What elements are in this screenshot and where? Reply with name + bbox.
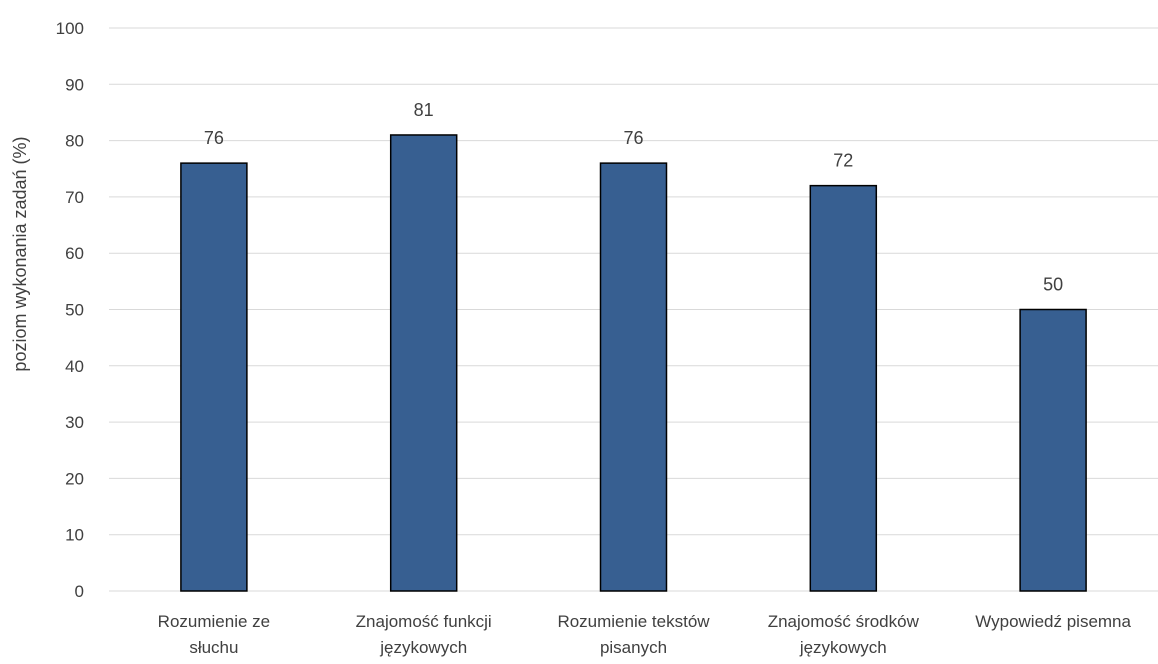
- bar: [1019, 308, 1087, 592]
- bars: [180, 134, 1087, 592]
- y-tick-label: 0: [75, 582, 84, 601]
- bar: [599, 162, 668, 592]
- data-label: 76: [204, 128, 224, 148]
- bar: [180, 162, 248, 592]
- y-tick-label: 10: [65, 526, 84, 545]
- y-tick-label: 60: [65, 244, 84, 263]
- y-tick-label: 50: [65, 301, 84, 320]
- x-tick-label: Znajomość funkcji językowych: [356, 612, 492, 657]
- data-labels: 76 81 76 72 50: [204, 100, 1063, 295]
- y-tick-label: 80: [65, 132, 84, 151]
- y-tick-label: 90: [65, 75, 84, 94]
- y-tick-label: 40: [65, 357, 84, 376]
- y-tick-label: 20: [65, 469, 84, 488]
- data-label: 76: [623, 128, 643, 148]
- y-tick-label: 30: [65, 413, 84, 432]
- y-tick-label: 100: [56, 19, 84, 38]
- y-tick-label: 70: [65, 188, 84, 207]
- data-label: 81: [414, 100, 434, 120]
- data-label: 72: [833, 151, 853, 171]
- x-axis-ticks: Rozumienie ze słuchu Znajomość funkcji języ…: [158, 612, 1132, 657]
- bar: [809, 184, 878, 592]
- bar: [389, 134, 458, 592]
- y-axis-title: poziom wykonania zadań (%): [10, 136, 30, 371]
- x-tick-label: Znajomość środków językowych: [768, 612, 920, 657]
- y-axis-ticks: 0 10 20 30 40 50 60 70 80 90 100: [56, 19, 84, 601]
- x-tick-label: Rozumienie ze słuchu: [158, 612, 270, 657]
- x-tick-label: Rozumienie tekstów pisanych: [557, 612, 710, 657]
- data-label: 50: [1043, 275, 1063, 295]
- x-tick-label: Wypowiedź pisemna: [975, 612, 1131, 631]
